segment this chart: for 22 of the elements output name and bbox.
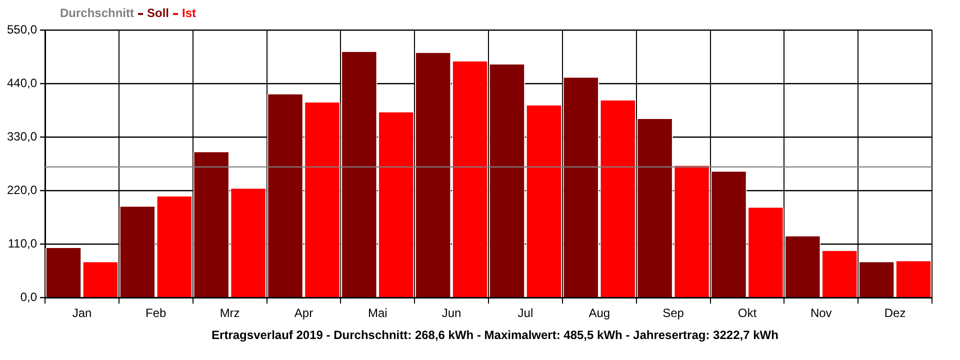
y-tick-label: 220,0 <box>7 182 38 197</box>
x-tick-label: Jun <box>442 306 462 320</box>
x-tick-label: Feb <box>146 306 167 320</box>
y-tick-label: 110,0 <box>8 236 38 250</box>
x-tick-label: Jan <box>72 306 92 320</box>
y-tick-label: 550,0 <box>7 22 38 36</box>
x-tick-label: Aug <box>588 306 610 320</box>
x-tick-label: Apr <box>294 306 314 320</box>
y-tick-label: 330,0 <box>7 129 38 144</box>
x-tick-label: Jul <box>518 306 534 320</box>
x-tick-label: Okt <box>738 306 758 320</box>
x-tick-label: Dez <box>884 306 906 320</box>
x-tick-label: Sep <box>662 306 684 320</box>
ref-line-label: Durchschnitt <box>60 6 134 20</box>
text: Ertragsverlauf 2019 - Durchschnitt: 268,6 kWh - Maximalwert: 485,5 kWh - Jahresertrag: 3222,7 kWh <box>210 328 780 342</box>
legend-label: Soll <box>147 6 170 20</box>
x-tick-label: Mrz <box>220 306 240 320</box>
y-tick-label: 0,0 <box>20 290 38 304</box>
y-tick-label: 440,0 <box>7 76 38 90</box>
x-tick-label: Nov <box>810 306 832 320</box>
x-tick-label: Mai <box>368 306 388 320</box>
legend-label: Ist <box>182 6 196 20</box>
